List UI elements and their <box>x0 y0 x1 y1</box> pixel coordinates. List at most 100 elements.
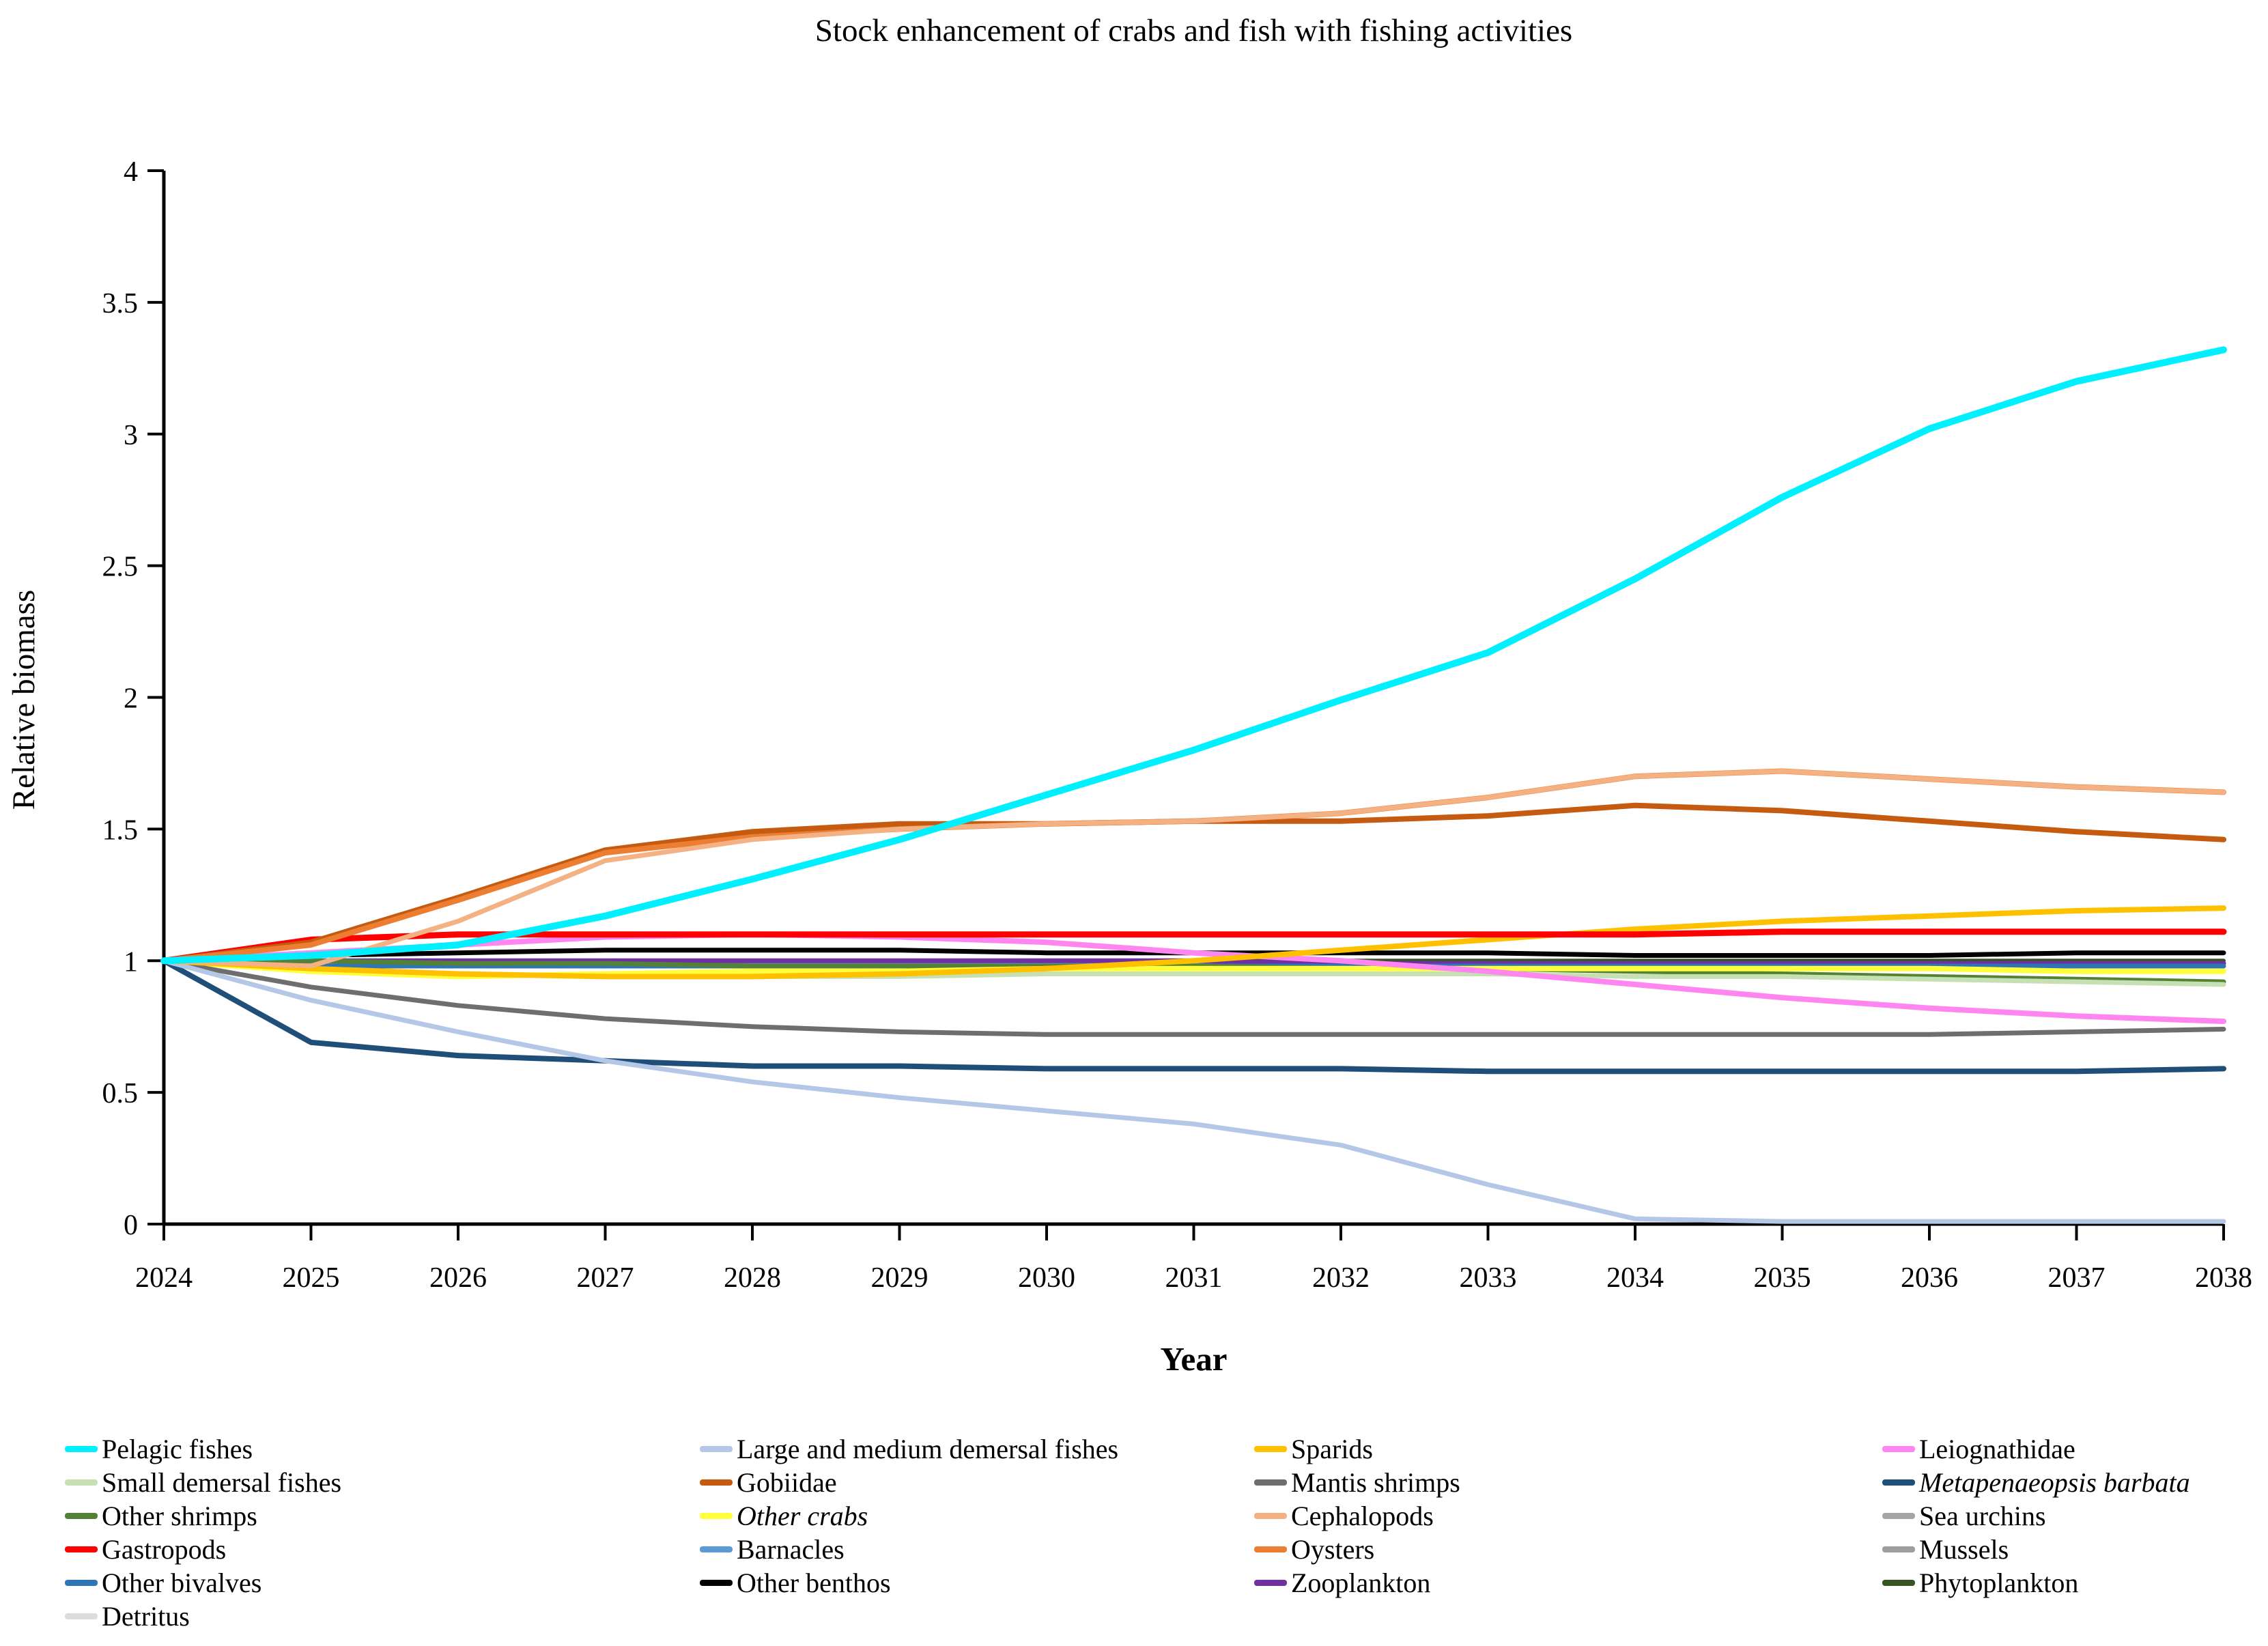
series-line-pelagic <box>160 346 2227 965</box>
legend-label-other_shrimps: Other shrimps <box>102 1501 257 1531</box>
legend-item-oysters: Oysters <box>1254 1533 1460 1566</box>
legend-swatch-oysters <box>1254 1546 1287 1552</box>
x-axis-tick-label: 2035 <box>1754 1262 1811 1294</box>
y-axis-tick-label: 1.5 <box>102 814 139 846</box>
x-axis-tick-label: 2031 <box>1165 1262 1223 1294</box>
legend-swatch-other_crabs <box>700 1513 733 1519</box>
x-axis-title: Year <box>1160 1340 1228 1378</box>
legend-item-other_shrimps: Other shrimps <box>65 1499 341 1533</box>
legend-label-phytoplankton: Phytoplankton <box>1919 1567 2079 1598</box>
legend-item-other_bivalves: Other bivalves <box>65 1566 341 1600</box>
y-axis-tick-label: 0 <box>124 1210 138 1241</box>
series-line-leiognathidae <box>161 931 2226 1024</box>
x-axis-tick-label: 2026 <box>429 1262 487 1294</box>
legend-label-barnacles: Barnacles <box>737 1534 845 1565</box>
legend-column-2: Large and medium demersal fishes Gobiidae… <box>700 1432 1118 1600</box>
legend-swatch-cephalopods <box>1254 1513 1287 1519</box>
legend-swatch-gastropods <box>65 1546 98 1552</box>
x-axis-tick-label: 2033 <box>1460 1262 1517 1294</box>
legend-item-sparids: Sparids <box>1254 1432 1460 1466</box>
legend-item-mussels: Mussels <box>1882 1533 2190 1566</box>
legend-item-other_benthos: Other benthos <box>700 1566 1118 1600</box>
legend-item-zooplankton: Zooplankton <box>1254 1566 1460 1600</box>
legend-swatch-mussels <box>1882 1546 1915 1552</box>
legend-item-gobiidae: Gobiidae <box>700 1466 1118 1499</box>
legend-label-leiognathidae: Leiognathidae <box>1919 1434 2075 1464</box>
legend-label-sparids: Sparids <box>1291 1434 1373 1464</box>
legend-label-other_bivalves: Other bivalves <box>102 1567 262 1598</box>
series-line-sparids <box>161 905 2226 980</box>
legend-item-other_crabs: Other crabs <box>700 1499 1118 1533</box>
x-axis-tick-label: 2038 <box>2195 1262 2252 1294</box>
legend-label-mantis: Mantis shrimps <box>1291 1467 1460 1498</box>
legend-swatch-zooplankton <box>1254 1580 1287 1586</box>
legend-item-cephalopods: Cephalopods <box>1254 1499 1460 1533</box>
legend-swatch-leiognathidae <box>1882 1446 1915 1452</box>
legend-swatch-pelagic <box>65 1446 98 1452</box>
legend-column-4: Leiognathidae Metapenaeopsis barbata Sea u… <box>1882 1432 2190 1600</box>
y-axis-tick-label: 4 <box>124 156 138 188</box>
legend-swatch-other_bivalves <box>65 1580 98 1586</box>
x-axis-tick-label: 2032 <box>1312 1262 1370 1294</box>
legend-swatch-sparids <box>1254 1446 1287 1452</box>
legend-label-gastropods: Gastropods <box>102 1534 227 1565</box>
legend-label-metapenaeopsis: Metapenaeopsis barbata <box>1919 1467 2190 1498</box>
legend-column-3: Sparids Mantis shrimps Cephalopods Oysters Z… <box>1254 1432 1460 1600</box>
legend-swatch-metapenaeopsis <box>1882 1479 1915 1486</box>
legend-swatch-detritus <box>65 1613 98 1619</box>
legend-item-detritus: Detritus <box>65 1600 341 1633</box>
legend-label-sea_urchins: Sea urchins <box>1919 1501 2046 1531</box>
legend-label-zooplankton: Zooplankton <box>1291 1567 1431 1598</box>
y-axis-tick-label: 3.5 <box>102 288 139 320</box>
y-axis-tick-label: 0.5 <box>102 1078 139 1109</box>
legend-item-sea_urchins: Sea urchins <box>1882 1499 2190 1533</box>
x-axis-tick-label: 2027 <box>577 1262 634 1294</box>
x-axis-tick-label: 2029 <box>871 1262 929 1294</box>
x-axis-tick-label: 2028 <box>724 1262 781 1294</box>
series-line-large_demersal <box>161 958 2226 1224</box>
legend-swatch-gobiidae <box>700 1479 733 1486</box>
legend-item-barnacles: Barnacles <box>700 1533 1118 1566</box>
x-axis-tick-label: 2036 <box>1901 1262 1958 1294</box>
y-axis-tick-label: 1 <box>124 946 138 978</box>
x-axis-tick-label: 2024 <box>135 1262 193 1294</box>
legend-swatch-barnacles <box>700 1546 733 1552</box>
legend-item-mantis: Mantis shrimps <box>1254 1466 1460 1499</box>
legend-swatch-other_shrimps <box>65 1513 98 1519</box>
x-axis-tick-label: 2037 <box>2048 1262 2106 1294</box>
legend-item-small_demersal: Small demersal fishes <box>65 1466 341 1499</box>
legend-label-cephalopods: Cephalopods <box>1291 1501 1434 1531</box>
legend-item-phytoplankton: Phytoplankton <box>1882 1566 2190 1600</box>
legend-label-small_demersal: Small demersal fishes <box>102 1467 342 1498</box>
legend-item-leiognathidae: Leiognathidae <box>1882 1432 2190 1466</box>
legend-swatch-sea_urchins <box>1882 1513 1915 1519</box>
y-axis-tick-label: 3 <box>124 420 138 451</box>
series-line-cephalopods <box>161 769 2226 969</box>
legend-item-pelagic: Pelagic fishes <box>65 1432 341 1466</box>
legend-swatch-large_demersal <box>700 1446 733 1452</box>
chart-title: Stock enhancement of crabs and fish with… <box>814 13 1573 48</box>
legend-label-other_benthos: Other benthos <box>737 1567 891 1598</box>
legend-label-large_demersal: Large and medium demersal fishes <box>737 1434 1119 1464</box>
x-axis-tick-label: 2034 <box>1606 1262 1664 1294</box>
legend-label-other_crabs: Other crabs <box>737 1501 868 1531</box>
legend-column-1: Pelagic fishes Small demersal fishes Other… <box>65 1432 341 1633</box>
series-line-mantis <box>161 958 2226 1037</box>
legend-label-gobiidae: Gobiidae <box>737 1467 837 1498</box>
x-axis-tick-label: 2025 <box>283 1262 340 1294</box>
legend-swatch-phytoplankton <box>1882 1580 1915 1586</box>
x-axis-tick-label: 2030 <box>1018 1262 1075 1294</box>
legend-item-gastropods: Gastropods <box>65 1533 341 1566</box>
legend-item-metapenaeopsis: Metapenaeopsis barbata <box>1882 1466 2190 1499</box>
series-line-metapenaeopsis <box>161 958 2226 1075</box>
y-axis-tick-label: 2.5 <box>102 552 139 583</box>
legend-swatch-mantis <box>1254 1479 1287 1486</box>
legend-label-mussels: Mussels <box>1919 1534 2009 1565</box>
legend-swatch-other_benthos <box>700 1580 733 1586</box>
legend-label-oysters: Oysters <box>1291 1534 1375 1565</box>
y-axis-tick-label: 2 <box>124 683 138 715</box>
legend-swatch-small_demersal <box>65 1479 98 1486</box>
legend-item-large_demersal: Large and medium demersal fishes <box>700 1432 1118 1466</box>
legend-label-pelagic: Pelagic fishes <box>102 1434 253 1464</box>
